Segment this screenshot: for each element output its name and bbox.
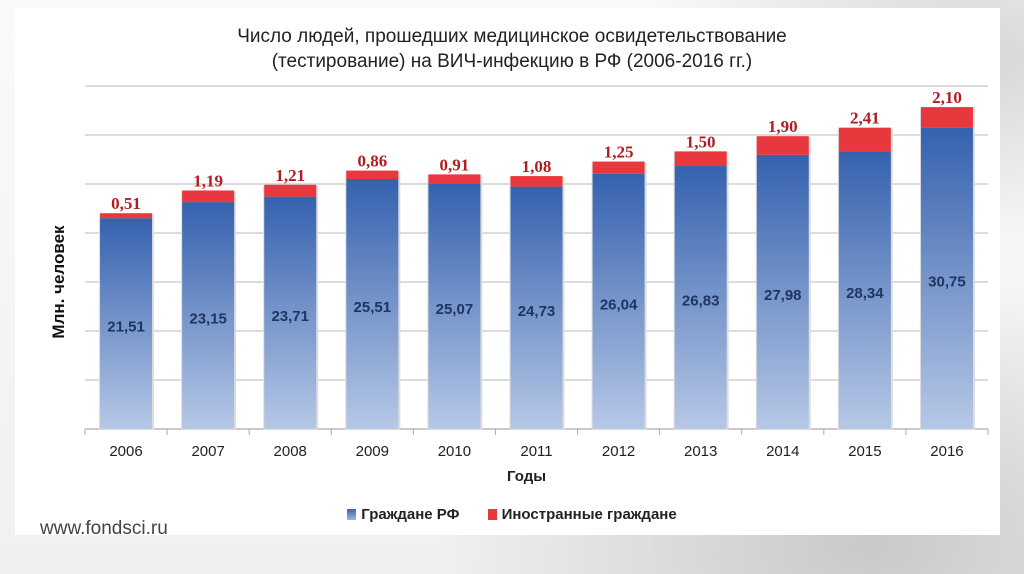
bar-citizens-2016 xyxy=(920,127,973,430)
data-label-citizens: 23,15 xyxy=(189,311,227,328)
data-label-foreigners: 2,41 xyxy=(850,109,880,128)
bar-citizens-2009 xyxy=(346,179,399,429)
chart-panel xyxy=(15,8,1000,535)
site-url[interactable]: www.fondsci.ru xyxy=(40,518,168,539)
data-label-foreigners: 1,08 xyxy=(522,157,552,176)
legend-item-citizens: Граждане РФ xyxy=(347,506,459,523)
bar-citizens-2014 xyxy=(756,154,809,429)
bar-foreigners-2016 xyxy=(920,107,973,128)
bar-foreigners-2006 xyxy=(100,213,153,219)
data-label-citizens: 25,51 xyxy=(354,299,392,316)
bar-foreigners-2008 xyxy=(264,184,317,197)
x-tick-label: 2014 xyxy=(766,443,799,460)
x-tick-label: 2011 xyxy=(520,443,552,460)
bar-citizens-2015 xyxy=(838,151,891,429)
bar-foreigners-2011 xyxy=(510,176,563,187)
x-tick-label: 2009 xyxy=(356,443,389,460)
bar-citizens-2010 xyxy=(428,183,481,429)
bar-citizens-2012 xyxy=(592,173,645,429)
bar-foreigners-2015 xyxy=(838,127,891,152)
bar-foreigners-2010 xyxy=(428,174,481,184)
y-axis-label: Млн. человек xyxy=(49,225,68,339)
bar-foreigners-2009 xyxy=(346,170,399,180)
data-label-citizens: 28,34 xyxy=(846,285,884,302)
legend-item-foreigners: Иностранные граждане xyxy=(487,506,677,523)
x-tick-label: 2015 xyxy=(848,443,881,460)
bar-foreigners-2012 xyxy=(592,161,645,174)
x-tick-label: 2010 xyxy=(438,443,471,460)
bar-foreigners-2014 xyxy=(756,136,809,155)
bar-citizens-2007 xyxy=(182,202,235,429)
bar-citizens-2008 xyxy=(264,196,317,429)
data-label-foreigners: 1,25 xyxy=(604,143,634,162)
legend-swatch-citizens xyxy=(347,509,357,520)
data-label-foreigners: 1,90 xyxy=(768,117,798,136)
bar-citizens-2006 xyxy=(100,218,153,429)
bar-citizens-2011 xyxy=(510,186,563,429)
data-label-citizens: 30,75 xyxy=(928,273,966,290)
data-label-foreigners: 0,86 xyxy=(357,152,387,171)
data-label-foreigners: 0,91 xyxy=(440,155,470,174)
data-label-foreigners: 1,19 xyxy=(193,171,223,190)
x-tick-label: 2013 xyxy=(684,443,717,460)
data-label-citizens: 26,04 xyxy=(600,296,638,313)
chart-title: Число людей, прошедших медицинское освид… xyxy=(0,24,1024,74)
bar-foreigners-2007 xyxy=(182,190,235,203)
legend-swatch-foreigners xyxy=(487,509,497,520)
x-tick-label: 2006 xyxy=(109,443,142,460)
data-label-citizens: 25,07 xyxy=(436,301,474,318)
legend: Граждане РФ Иностранные граждане xyxy=(0,506,1024,523)
x-tick-label: 2016 xyxy=(930,443,963,460)
bar-citizens-2013 xyxy=(674,166,727,430)
data-label-citizens: 21,51 xyxy=(107,319,145,336)
x-axis-label: Годы xyxy=(507,468,546,485)
data-label-foreigners: 1,21 xyxy=(275,166,305,185)
data-label-foreigners: 0,51 xyxy=(111,194,141,213)
legend-label: Иностранные граждане xyxy=(501,506,677,523)
bar-foreigners-2013 xyxy=(674,151,727,167)
data-label-citizens: 26,83 xyxy=(682,293,720,310)
data-label-citizens: 27,98 xyxy=(764,287,802,304)
x-tick-label: 2008 xyxy=(274,443,307,460)
data-label-citizens: 23,71 xyxy=(271,308,309,325)
x-tick-label: 2012 xyxy=(602,443,635,460)
data-label-foreigners: 2,10 xyxy=(932,88,962,107)
data-label-foreigners: 1,50 xyxy=(686,132,716,151)
legend-label: Граждане РФ xyxy=(361,506,460,523)
data-label-citizens: 24,73 xyxy=(518,303,556,320)
title-line-1: Число людей, прошедших медицинское освид… xyxy=(237,26,787,47)
title-line-2: (тестирование) на ВИЧ-инфекцию в РФ (200… xyxy=(271,51,753,72)
x-tick-label: 2007 xyxy=(191,443,224,460)
